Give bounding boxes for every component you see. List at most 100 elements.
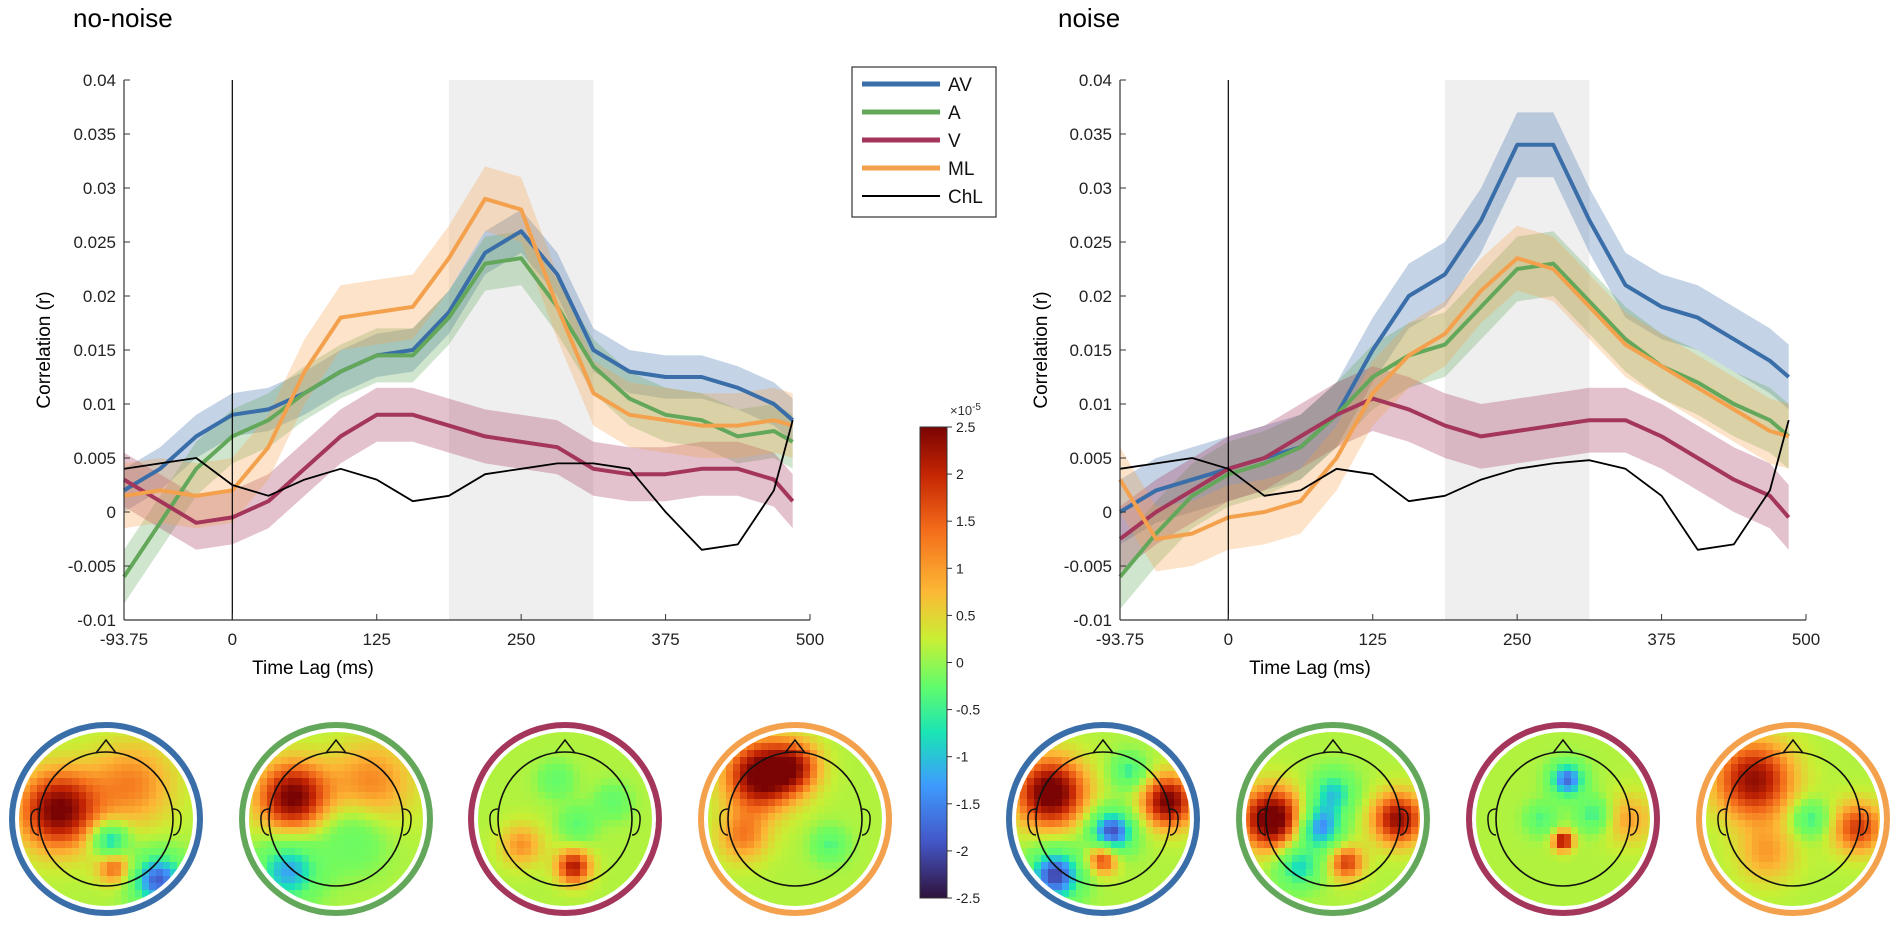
topo-cell: [1627, 855, 1635, 863]
topo-cell: [337, 848, 345, 856]
topo-cell: [615, 862, 623, 870]
topo-cell: [1320, 813, 1328, 821]
topo-cell: [754, 785, 762, 793]
topo-cell: [538, 897, 546, 905]
topo-cell: [1857, 799, 1865, 807]
topo-cell: [1313, 876, 1321, 884]
colorbar-tick-label: 2.5: [956, 419, 976, 435]
topo-cell: [489, 855, 497, 863]
topo-cell: [803, 743, 811, 751]
topo-cell: [400, 799, 408, 807]
topo-cell: [1278, 827, 1286, 835]
topo-cell: [1104, 890, 1112, 898]
topo-cell: [1857, 827, 1865, 835]
topo-cell: [1132, 855, 1140, 863]
topo-cell: [1808, 757, 1816, 765]
topo-cell: [552, 820, 560, 828]
topo-cell: [517, 792, 525, 800]
topo-cell: [358, 771, 366, 779]
topo-cell: [1062, 778, 1070, 786]
topo-cell: [1724, 848, 1732, 856]
topo-cell: [1627, 827, 1635, 835]
topo-cell: [747, 855, 755, 863]
topo-cell: [295, 799, 303, 807]
topo-cell: [1564, 732, 1572, 737]
topo-cell: [1132, 806, 1140, 814]
topo-cell: [1843, 820, 1851, 828]
topoplot-no-noise-ml: [698, 722, 892, 916]
topo-cell: [1717, 792, 1725, 800]
topo-cell: [1829, 799, 1837, 807]
topo-cell: [852, 869, 860, 877]
topo-cell: [163, 813, 171, 821]
topo-cell: [608, 883, 616, 891]
topo-cell: [1041, 869, 1049, 877]
topo-cell: [1076, 883, 1084, 891]
topo-cell: [845, 750, 853, 758]
topo-cell: [789, 876, 797, 884]
topo-cell: [1836, 855, 1844, 863]
topo-cell: [1048, 876, 1056, 884]
topo-cell: [274, 764, 282, 772]
topo-cell: [1327, 890, 1335, 898]
topo-cell: [1111, 771, 1119, 779]
topo-cell: [740, 813, 748, 821]
topo-cell: [30, 785, 38, 793]
topo-cell: [824, 771, 832, 779]
topo-cell: [65, 827, 73, 835]
topo-cell: [330, 792, 338, 800]
topo-cell: [1016, 820, 1021, 828]
topo-cell: [531, 848, 539, 856]
topo-cell: [365, 771, 373, 779]
topo-cell: [1246, 813, 1251, 821]
topo-cell: [177, 841, 185, 849]
topo-cell: [1264, 778, 1272, 786]
topo-cell: [1299, 764, 1307, 772]
topo-cell: [566, 757, 574, 765]
topo-cell: [114, 876, 122, 884]
topo-cell: [1766, 869, 1774, 877]
topo-cell: [421, 806, 423, 814]
topo-cell: [1146, 813, 1154, 821]
topo-cell: [1055, 757, 1063, 765]
topo-cell: [1320, 841, 1328, 849]
topo-cell: [93, 750, 101, 758]
topo-cell: [1752, 757, 1760, 765]
topo-cell: [810, 764, 818, 772]
topo-cell: [531, 764, 539, 772]
topo-cell: [1641, 827, 1649, 835]
topo-cell: [149, 834, 157, 842]
topo-cell: [1843, 799, 1851, 807]
topo-cell: [831, 848, 839, 856]
topo-cell: [775, 890, 783, 898]
topo-cell: [838, 764, 846, 772]
topo-cell: [1571, 736, 1579, 744]
topo-cell: [1738, 750, 1746, 758]
topo-cell: [761, 834, 769, 842]
topo-cell: [44, 813, 52, 821]
topo-cell: [1787, 820, 1795, 828]
topo-cell: [316, 876, 324, 884]
topo-cell: [1062, 834, 1070, 842]
topo-cell: [1362, 799, 1370, 807]
topo-cell: [163, 778, 171, 786]
topo-cell: [1522, 855, 1530, 863]
topo-cell: [295, 750, 303, 758]
topo-cell: [1599, 757, 1607, 765]
topo-cell: [1794, 869, 1802, 877]
topo-cell: [1313, 862, 1321, 870]
colorbar-tick-label: -1.5: [956, 796, 980, 812]
topo-cell: [782, 897, 790, 905]
topo-cell: [1264, 834, 1272, 842]
topo-cell: [323, 757, 331, 765]
topo-cell: [142, 743, 150, 751]
topo-cell: [517, 820, 525, 828]
topo-cell: [86, 757, 94, 765]
topo-cell: [559, 785, 567, 793]
topo-cell: [810, 855, 818, 863]
topo-cell: [552, 736, 560, 744]
topo-cell: [1487, 848, 1495, 856]
topo-cell: [1857, 820, 1865, 828]
topo-cell: [107, 841, 115, 849]
topo-cell: [1271, 771, 1279, 779]
